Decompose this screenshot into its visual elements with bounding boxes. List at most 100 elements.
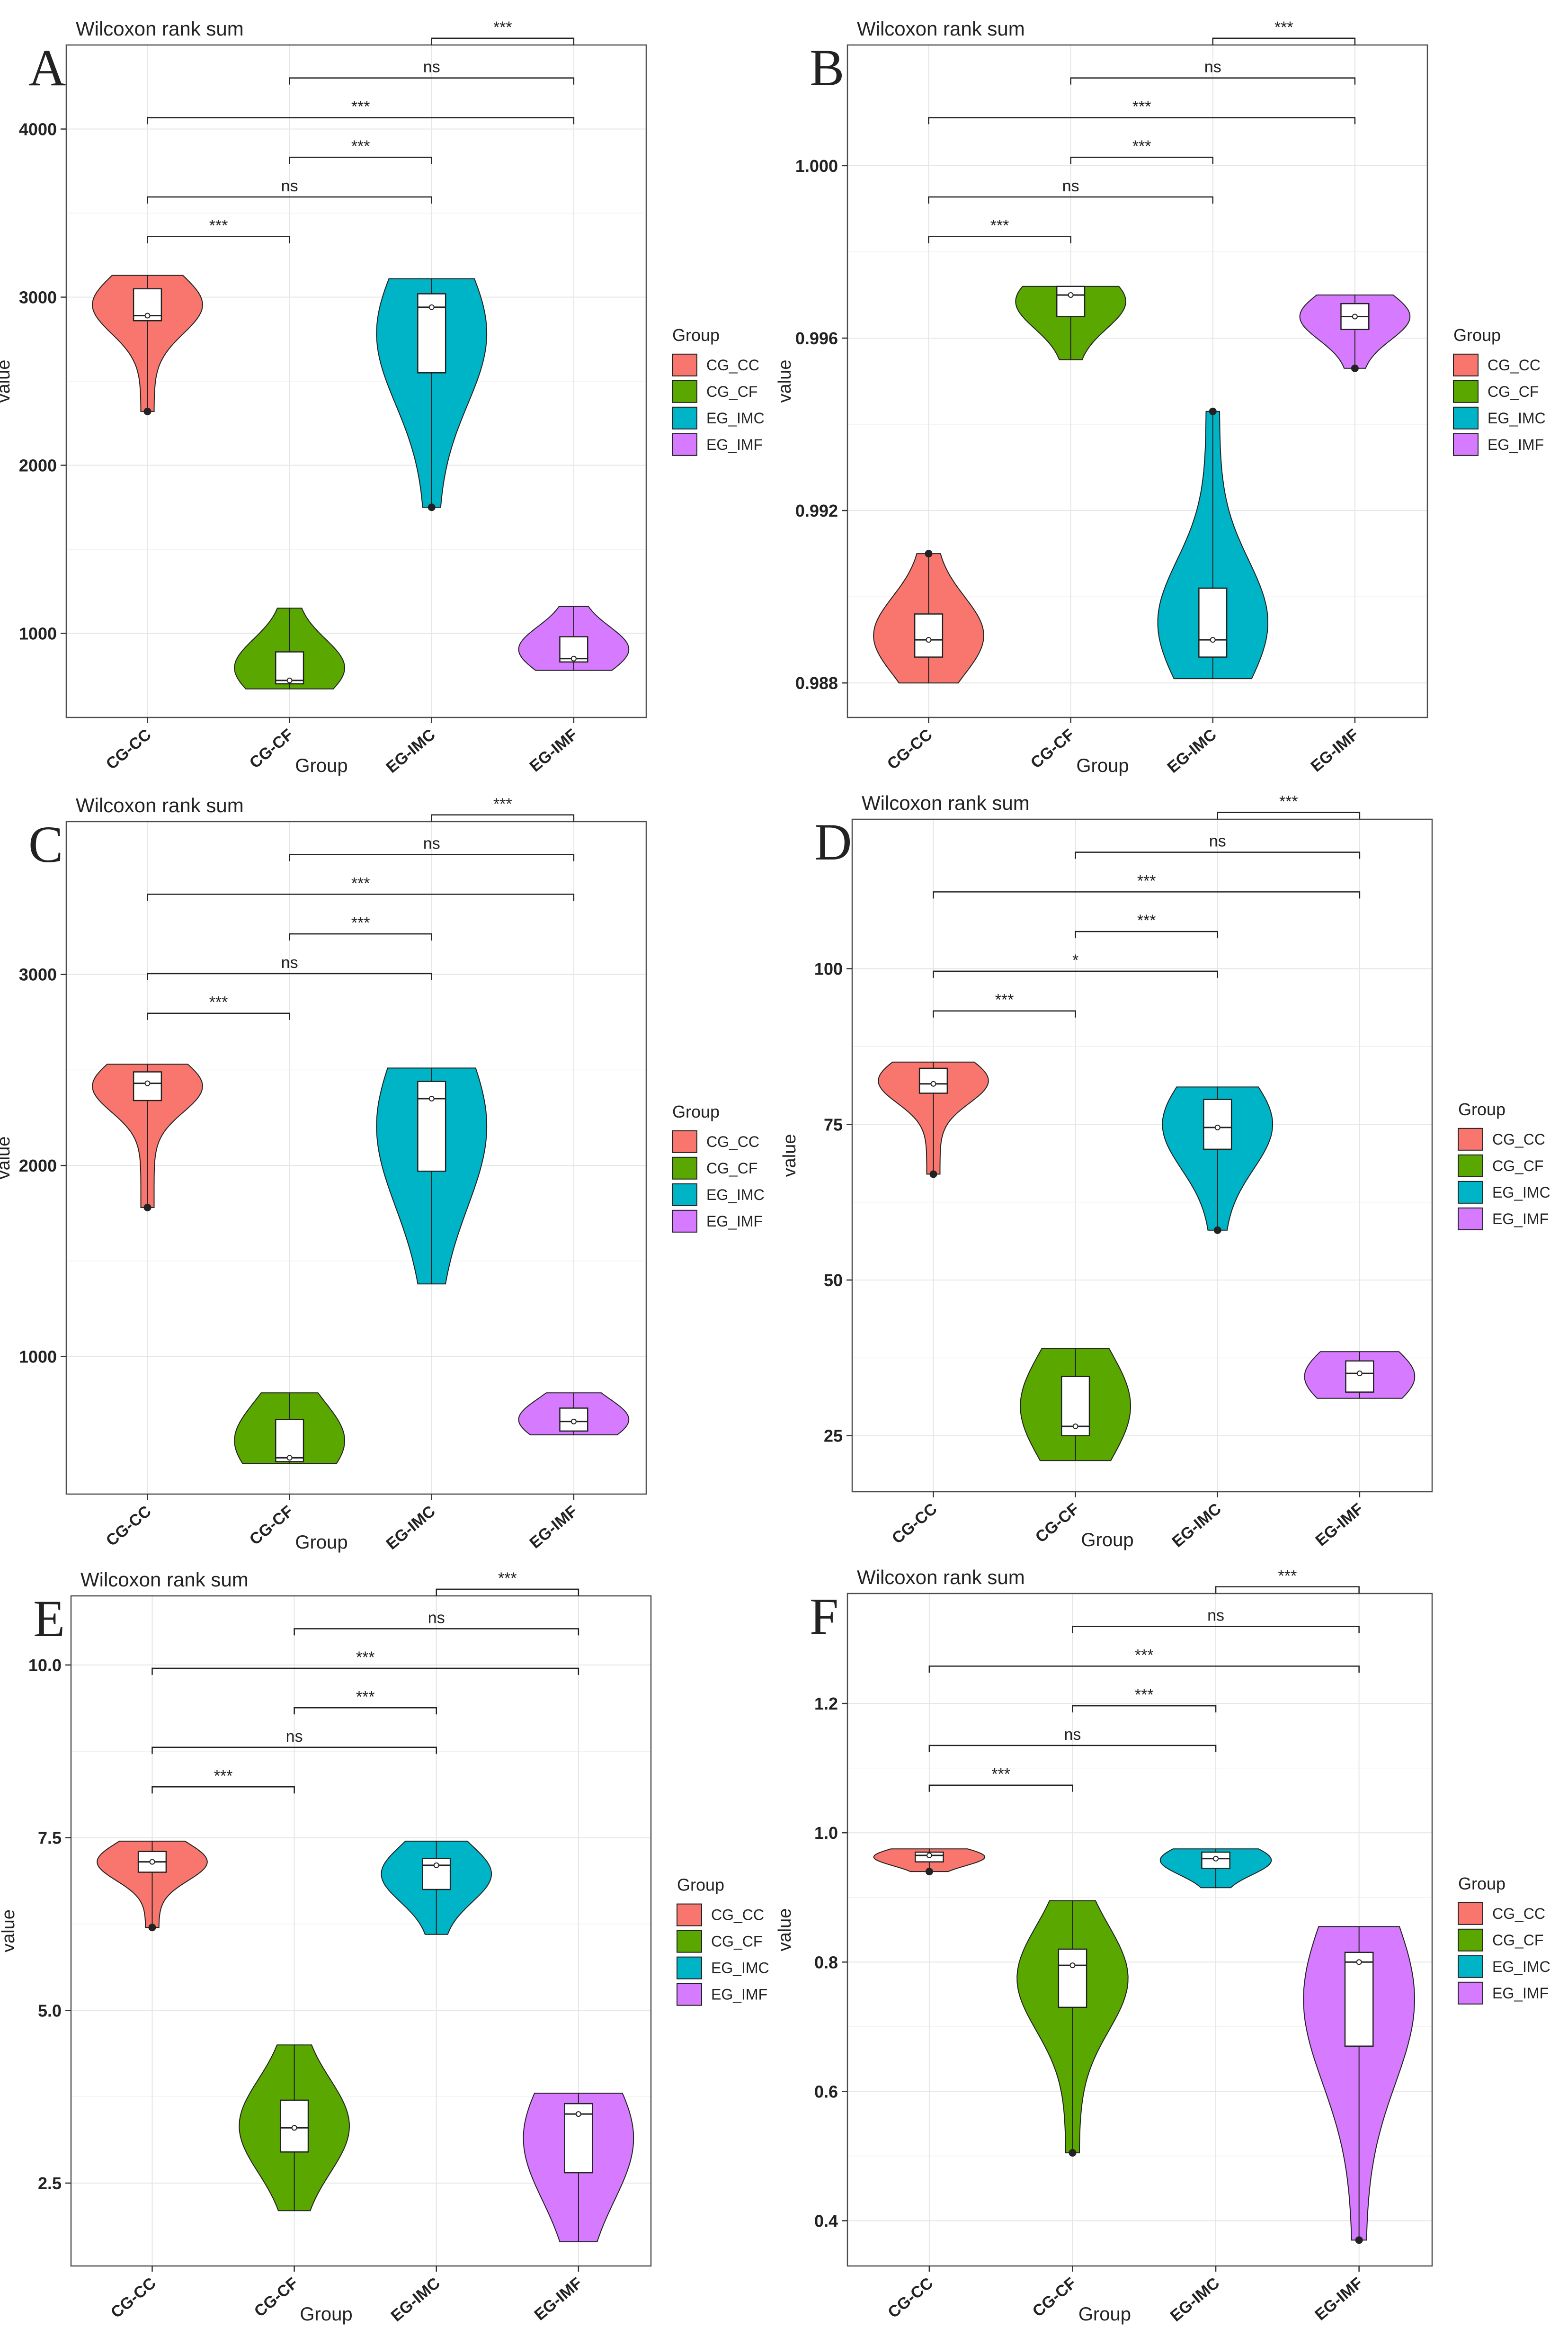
bracket-line [151,1667,579,1675]
legend-label: EG_IMF [1488,436,1544,453]
y-tick-label: 1.000 [795,156,838,176]
comparison-bracket: *** [147,98,575,125]
outlier-point [1355,2236,1363,2244]
x-tick-label: CG-CC [107,2274,160,2322]
y-tick-label: 100 [814,959,843,979]
legend-swatch-cg-cc [677,1903,702,1926]
legend-label: EG_IMC [711,1960,769,1977]
x-tick-label: CG-CF [1027,725,1078,772]
bracket-line [1212,37,1356,45]
legend-swatch-cg-cf [672,1156,697,1180]
legend-swatch-eg-imc [1458,1181,1483,1204]
outlier-point [143,1203,151,1211]
mean-point [1210,637,1216,643]
x-tick-label: CG-CC [103,725,155,773]
legend-title: Group [1453,325,1501,345]
bracket-line [294,1628,579,1636]
mean-point [1352,313,1358,320]
y-axis-label: value [0,1909,18,1952]
legend-label: CG_CF [706,383,757,400]
x-axis-label: Group [295,755,347,776]
significance-label: ns [1062,177,1079,195]
legend-swatch-eg-imc [1458,1955,1483,1978]
x-tick-label: CG-CF [1032,1500,1083,1546]
box-eg-imf [564,2103,593,2174]
y-axis-label: value [0,360,14,403]
mean-point [575,2111,581,2117]
legend-swatch-eg-imf [672,433,697,456]
mean-point [428,304,435,310]
y-tick-label: 0.996 [795,329,838,348]
y-tick-label: 1000 [19,624,57,644]
mean-point [1069,1962,1076,1969]
mean-point [1072,1423,1078,1429]
bracket-line [1215,1586,1360,1594]
x-tick-label: EG-IMF [526,725,581,776]
legend: Group CG_CC CG_CF EG_IMC EG_IMF [672,325,765,456]
grid [66,45,646,717]
comparison-bracket: ns [151,1728,437,1754]
legend-label: EG_IMC [706,1186,765,1203]
comparison-bracket: * [933,951,1218,978]
legend-label: CG_CF [1492,1932,1543,1949]
bracket-line [147,196,432,204]
significance-label: *** [498,1569,517,1587]
legend-swatch-eg-imf [1458,1207,1483,1230]
legend-label: CG_CC [1488,357,1541,374]
outlier-point [1213,1226,1221,1234]
bracket-line [1070,77,1356,85]
outlier-point [148,1924,156,1932]
outlier-point [1351,364,1359,372]
comparison-bracket: *** [933,872,1361,899]
comparison-bracket: *** [147,217,290,243]
bracket-line [933,970,1218,978]
x-axis-label: Group [1078,2304,1131,2325]
panel-letter: E [33,1590,65,1648]
significance-label: *** [351,98,370,116]
bracket-line [1072,1626,1360,1633]
legend-label: EG_IMF [1492,1210,1549,1227]
significance-label: ns [281,954,298,972]
mean-point [149,1859,155,1865]
box-cg-cc [133,1071,162,1101]
panel-letter: D [814,813,852,871]
comparison-bracket: *** [289,137,432,164]
bracket-line [289,156,432,164]
box-eg-imf [1344,1952,1374,2047]
bracket-line [1217,812,1361,819]
plot-frame [65,821,647,1495]
panel-f: Wilcoxon rank sum F 0.4 0.6 0.8 1.0 1.2 value CG… [775,1566,1550,2325]
comparison-bracket: *** [147,874,575,901]
panel-e: Wilcoxon rank sum E 2.5 5.0 7.5 10.0 value CG-C… [0,1568,769,2325]
legend-swatch-cg-cc [672,1130,697,1153]
x-axis-label: Group [295,1532,347,1553]
comparison-bracket: ns [289,835,575,861]
legend-label: CG_CF [706,1160,757,1177]
significance-label: *** [356,1648,375,1666]
mean-point [1356,1959,1362,1965]
x-axis-label: Group [1081,1530,1133,1550]
chart-title: Wilcoxon rank sum [76,18,244,40]
y-tick-label: 1000 [19,1347,57,1367]
mean-point [286,1455,293,1461]
significance-label: *** [209,994,228,1012]
bracket-line [928,1745,1217,1752]
panel-b: Wilcoxon rank sum B 0.988 0.992 0.996 1.000 va… [775,18,1546,777]
y-tick-label: 0.4 [814,2211,838,2230]
legend-title: Group [1458,1874,1506,1893]
y-tick-label: 2.5 [38,2174,62,2193]
mean-point [930,1081,936,1087]
comparison-bracket: *** [928,217,1071,243]
comparison-bracket: ns [289,58,575,85]
y-axis-label: value [0,1137,14,1180]
mean-point [1356,1370,1363,1377]
legend-label: CG_CC [1492,1905,1545,1922]
outlier-point [929,1170,937,1178]
mean-point [286,677,293,683]
outlier-point [925,1868,933,1876]
significance-label: *** [1137,872,1156,890]
panel-a: Wilcoxon rank sum A 1000 2000 3000 4000 value C… [0,18,765,777]
significance-label: *** [1135,1646,1154,1664]
mean-point [1068,292,1074,298]
comparison-bracket: *** [436,1569,579,1596]
